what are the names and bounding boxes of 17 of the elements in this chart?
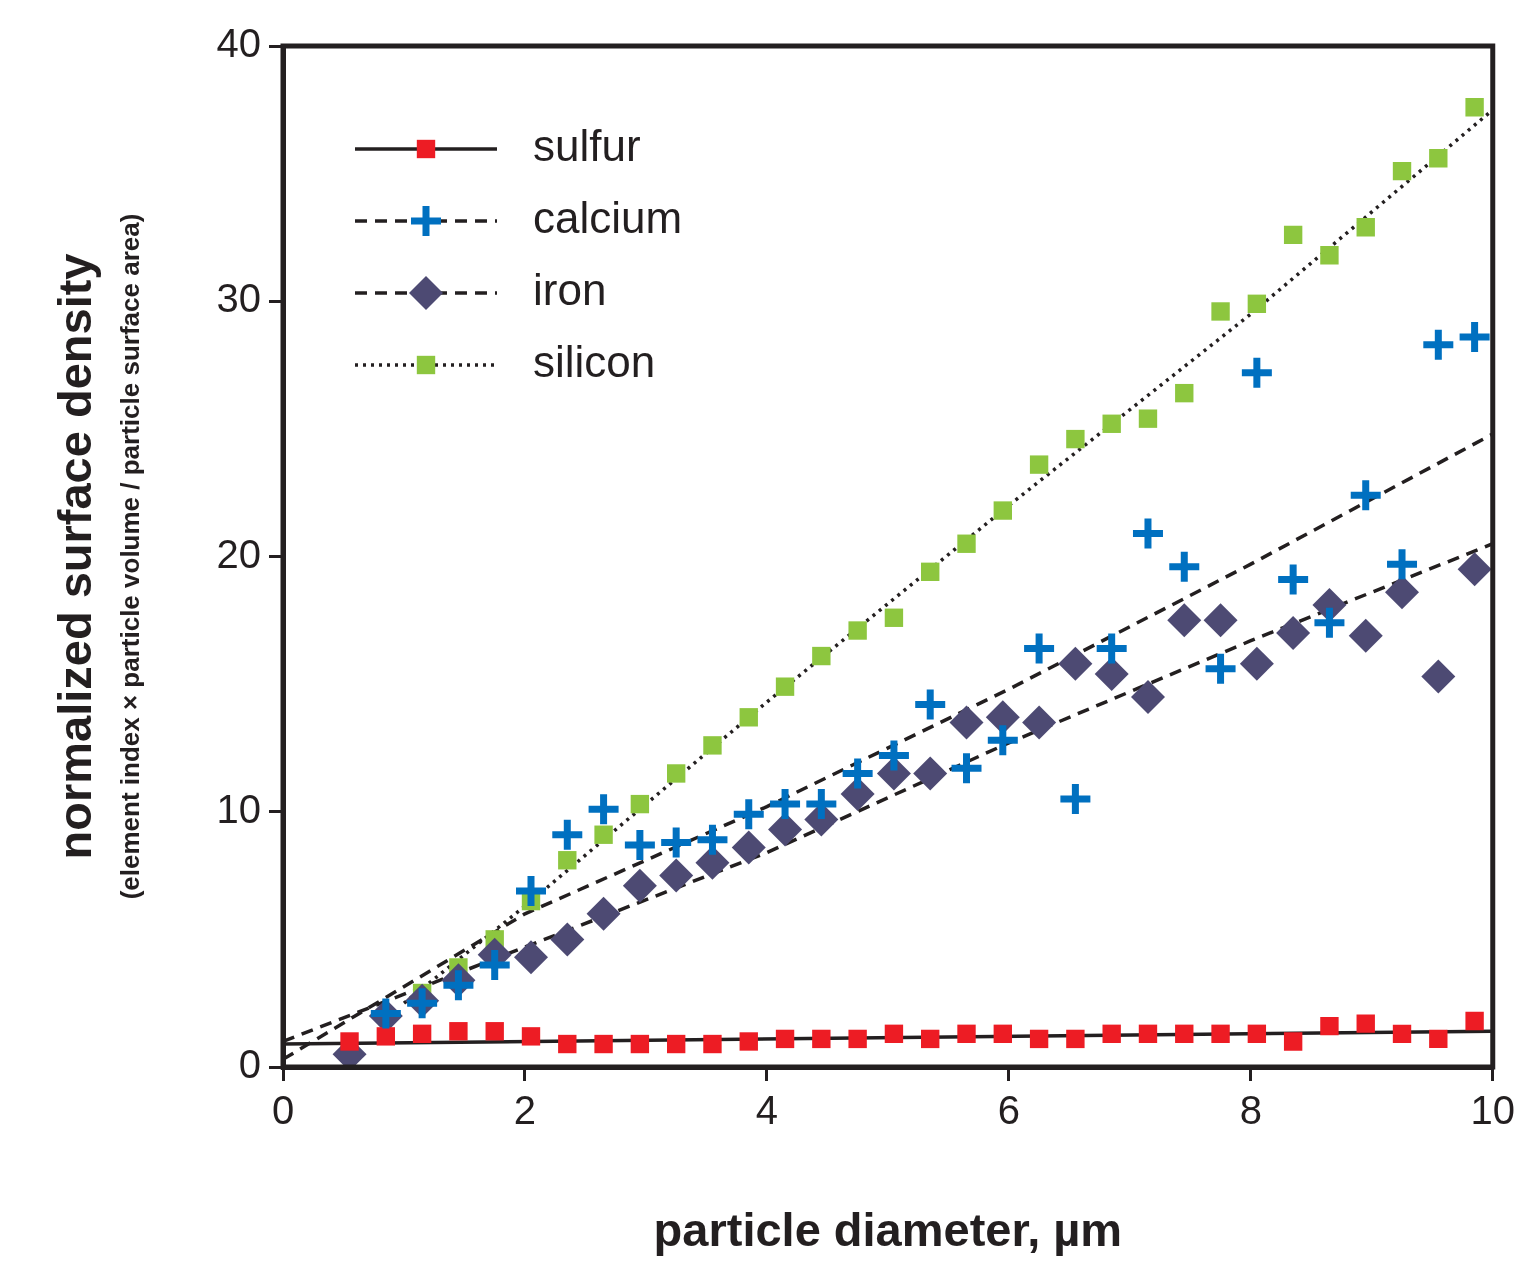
y-tick-label: 10 — [216, 786, 261, 831]
x-tick-label: 10 — [1470, 1088, 1515, 1133]
y-tick-label: 0 — [238, 1042, 261, 1087]
x-tick-label: 8 — [1239, 1088, 1262, 1133]
legend-label: iron — [533, 265, 607, 315]
legend-label: silicon — [533, 337, 656, 387]
y-tick-label: 30 — [216, 276, 261, 321]
legend-label: calcium — [533, 193, 683, 243]
y-tick-label: 40 — [216, 21, 261, 66]
legend-label: sulfur — [533, 121, 641, 171]
x-axis-title: particle diameter, µm — [653, 1202, 1123, 1256]
x-tick-label: 4 — [755, 1088, 779, 1133]
x-tick-label: 6 — [997, 1088, 1020, 1133]
x-tick-label: 2 — [513, 1088, 537, 1133]
y-tick-label: 20 — [216, 531, 261, 576]
y-axis-title: normalized surface density (element index × particle volume / particle surface area) — [47, 213, 146, 900]
x-tick-label: 0 — [271, 1088, 295, 1133]
